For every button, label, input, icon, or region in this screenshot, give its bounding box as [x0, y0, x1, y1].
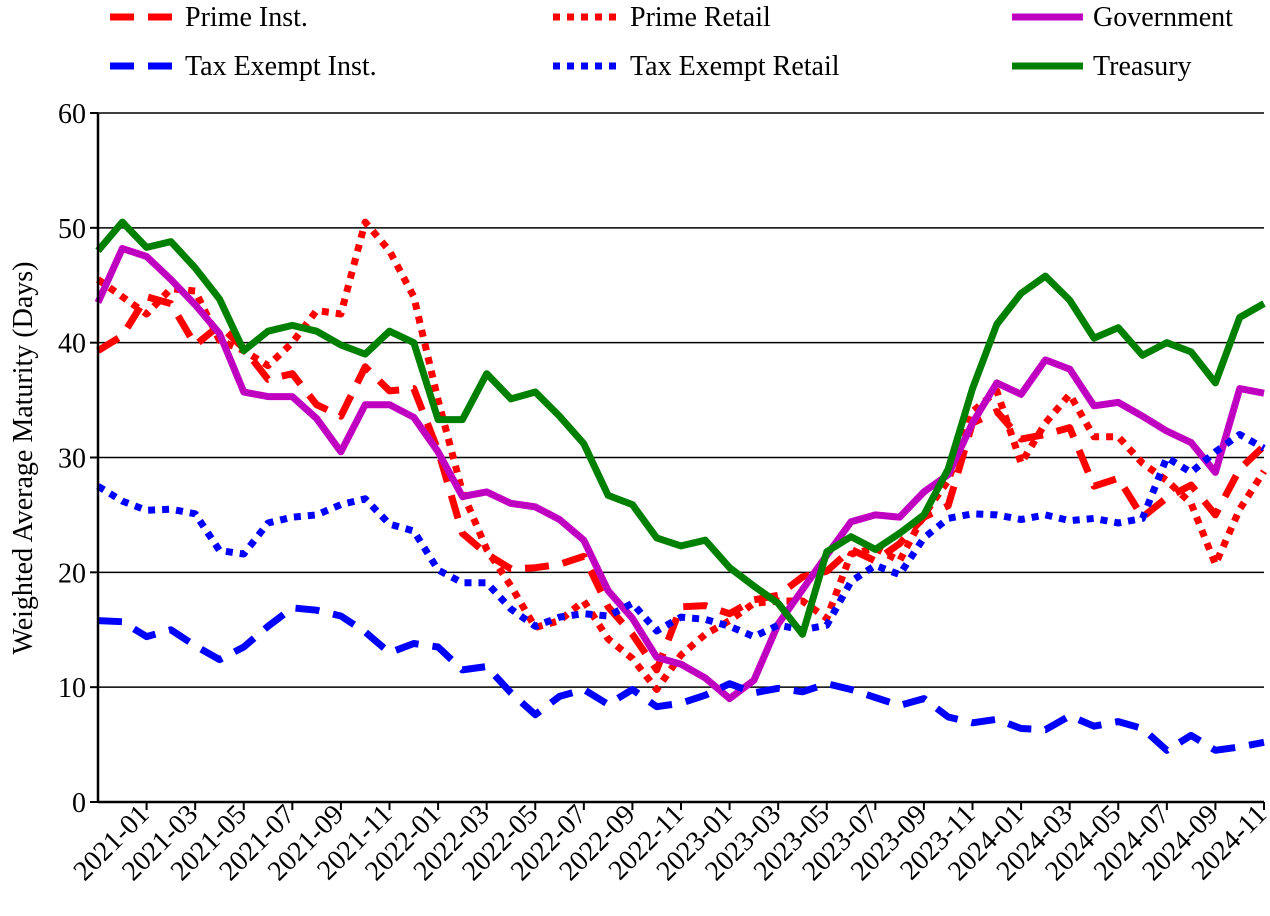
y-tick-label: 0 [72, 788, 86, 819]
series-line [97, 604, 1265, 754]
y-tick-label: 20 [58, 558, 86, 589]
series-line [96, 293, 1267, 674]
y-tick-label: 30 [58, 444, 86, 475]
series-line [94, 245, 1265, 703]
legend-label: Tax Exempt Inst. [185, 51, 377, 82]
legend-label: Prime Retail [630, 2, 771, 33]
y-tick-label: 60 [58, 99, 86, 130]
series-line [95, 218, 1267, 693]
y-tick-label: 10 [58, 673, 86, 704]
y-tick-label: 40 [58, 329, 86, 360]
legend-label: Government [1093, 2, 1233, 33]
y-axis-label: Weighted Average Maturity (Days) [8, 262, 39, 655]
series-line [95, 218, 1266, 638]
legend-label: Tax Exempt Retail [630, 51, 840, 82]
series-line [96, 431, 1266, 641]
legend-label: Treasury [1093, 51, 1192, 82]
legend-label: Prime Inst. [185, 2, 308, 33]
y-tick-label: 50 [58, 214, 86, 245]
